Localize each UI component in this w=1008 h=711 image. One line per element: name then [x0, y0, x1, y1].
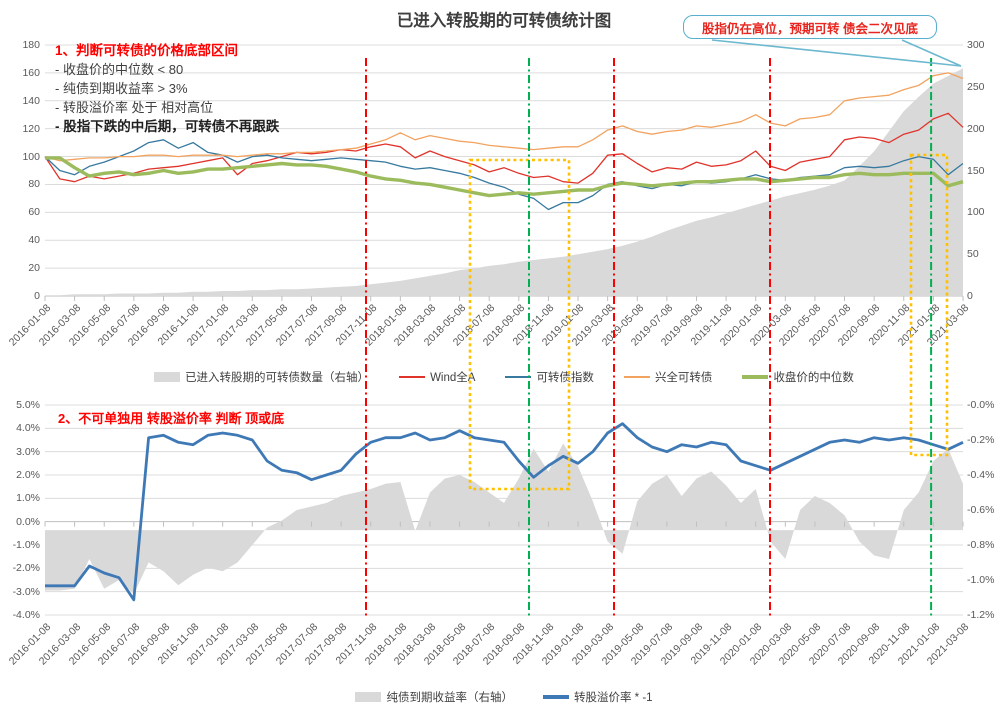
page-title: 已进入转股期的可转债统计图	[396, 12, 612, 30]
left-axis-label: -4.0%	[12, 609, 40, 621]
right-axis-label: 300	[967, 39, 985, 51]
premium-line-swatch	[542, 695, 569, 699]
left-axis-label: 40	[28, 234, 40, 247]
left-axis-label: 2.0%	[16, 469, 40, 481]
legend-label: Wind全A	[430, 372, 476, 384]
left-axis-label: 180	[22, 39, 40, 51]
left-axis-label: -2.0%	[12, 562, 40, 575]
left-axis-label: 140	[22, 94, 40, 107]
legend-label: 可转债指数	[536, 372, 594, 384]
annotation1-line: - 收盘价的中位数 < 80	[55, 62, 184, 77]
legend-item-ytm: 纯债到期收益率（右轴）	[355, 689, 513, 705]
left-axis-label: 160	[22, 66, 40, 79]
xingquan-line-swatch	[623, 376, 650, 378]
right-axis-label: 200	[967, 122, 985, 135]
median-line-swatch	[742, 375, 769, 379]
right-axis-label: 50	[967, 248, 979, 261]
legend-item-premium: 转股溢价率 * -1	[542, 689, 653, 705]
legend-label: 收盘价的中位数	[773, 372, 854, 384]
legend-label: 转股溢价率 * -1	[573, 692, 653, 704]
left-axis-label: 80	[28, 178, 40, 191]
left-axis-label: -3.0%	[12, 585, 40, 598]
legend-label: 纯债到期收益率（右轴）	[386, 692, 513, 704]
callout-text: 股指仍在高位，预期可转 债会二次见底	[702, 21, 918, 36]
annotation1-line: - 转股溢价率 处于 相对高位	[55, 100, 214, 115]
legend-item-xingquan-cb: 兴全可转债	[623, 369, 713, 385]
right-axis-label: -0.6%	[967, 504, 995, 516]
left-axis-label: 60	[28, 206, 40, 219]
ytm-area-swatch	[355, 692, 382, 702]
right-axis-label: -0.8%	[967, 539, 995, 551]
cb-index-line-swatch	[505, 376, 532, 378]
legend-item-wind-all-a: Wind全A	[399, 369, 475, 385]
left-axis-label: 20	[28, 262, 40, 275]
top-chart-legend: 已进入转股期的可转债数量（右轴） Wind全A 可转债指数 兴全可转债 收盘价的…	[45, 369, 963, 385]
right-axis-label: -0.2%	[967, 434, 995, 446]
right-axis-label: -0.0%	[967, 399, 995, 411]
right-axis-label: 150	[967, 164, 985, 177]
legend-label: 兴全可转债	[654, 372, 713, 384]
left-axis-label: 3.0%	[16, 445, 40, 458]
left-axis-label: 4.0%	[16, 422, 40, 435]
annotation1-line: - 纯债到期收益率 > 3%	[55, 81, 188, 96]
legend-label: 已进入转股期的可转债数量（右轴）	[185, 372, 370, 384]
right-axis-label: -1.2%	[967, 609, 995, 621]
left-axis-label: 1.0%	[16, 492, 40, 505]
right-axis-label: -1.0%	[967, 574, 995, 586]
legend-item-cb-index: 可转债指数	[505, 369, 594, 385]
count-area-swatch	[154, 372, 181, 382]
right-axis-label: 250	[967, 80, 985, 93]
left-axis-label: 0	[34, 290, 40, 302]
annotation-block-2: 2、不可单独用 转股溢价率 判断 顶或底	[58, 411, 285, 426]
left-axis-label: 5.0%	[16, 399, 40, 411]
left-axis-label: 120	[22, 122, 40, 135]
left-axis-label: -1.0%	[12, 539, 40, 551]
annotation1-heading: 1、判断可转债的价格底部区间	[55, 43, 239, 58]
wind-line-swatch	[399, 376, 426, 378]
bottom-chart-legend: 纯债到期收益率（右轴） 转股溢价率 * -1	[45, 689, 963, 705]
callout-box: 股指仍在高位，预期可转 债会二次见底	[683, 15, 937, 39]
legend-item-close-median: 收盘价的中位数	[742, 369, 854, 385]
right-axis-label: 100	[967, 206, 985, 219]
left-axis-label: 0.0%	[16, 515, 40, 528]
right-axis-label: -0.4%	[967, 469, 995, 481]
annotation1-bold-line: - 股指下跌的中后期，可转债不再跟跌	[55, 119, 280, 134]
legend-item-count: 已进入转股期的可转债数量（右轴）	[154, 369, 369, 385]
right-axis-label: 0	[967, 290, 973, 302]
left-axis-label: 100	[22, 150, 40, 163]
annotation-block-1: 1、判断可转债的价格底部区间 - 收盘价的中位数 < 80 - 纯债到期收益率 …	[55, 41, 279, 136]
